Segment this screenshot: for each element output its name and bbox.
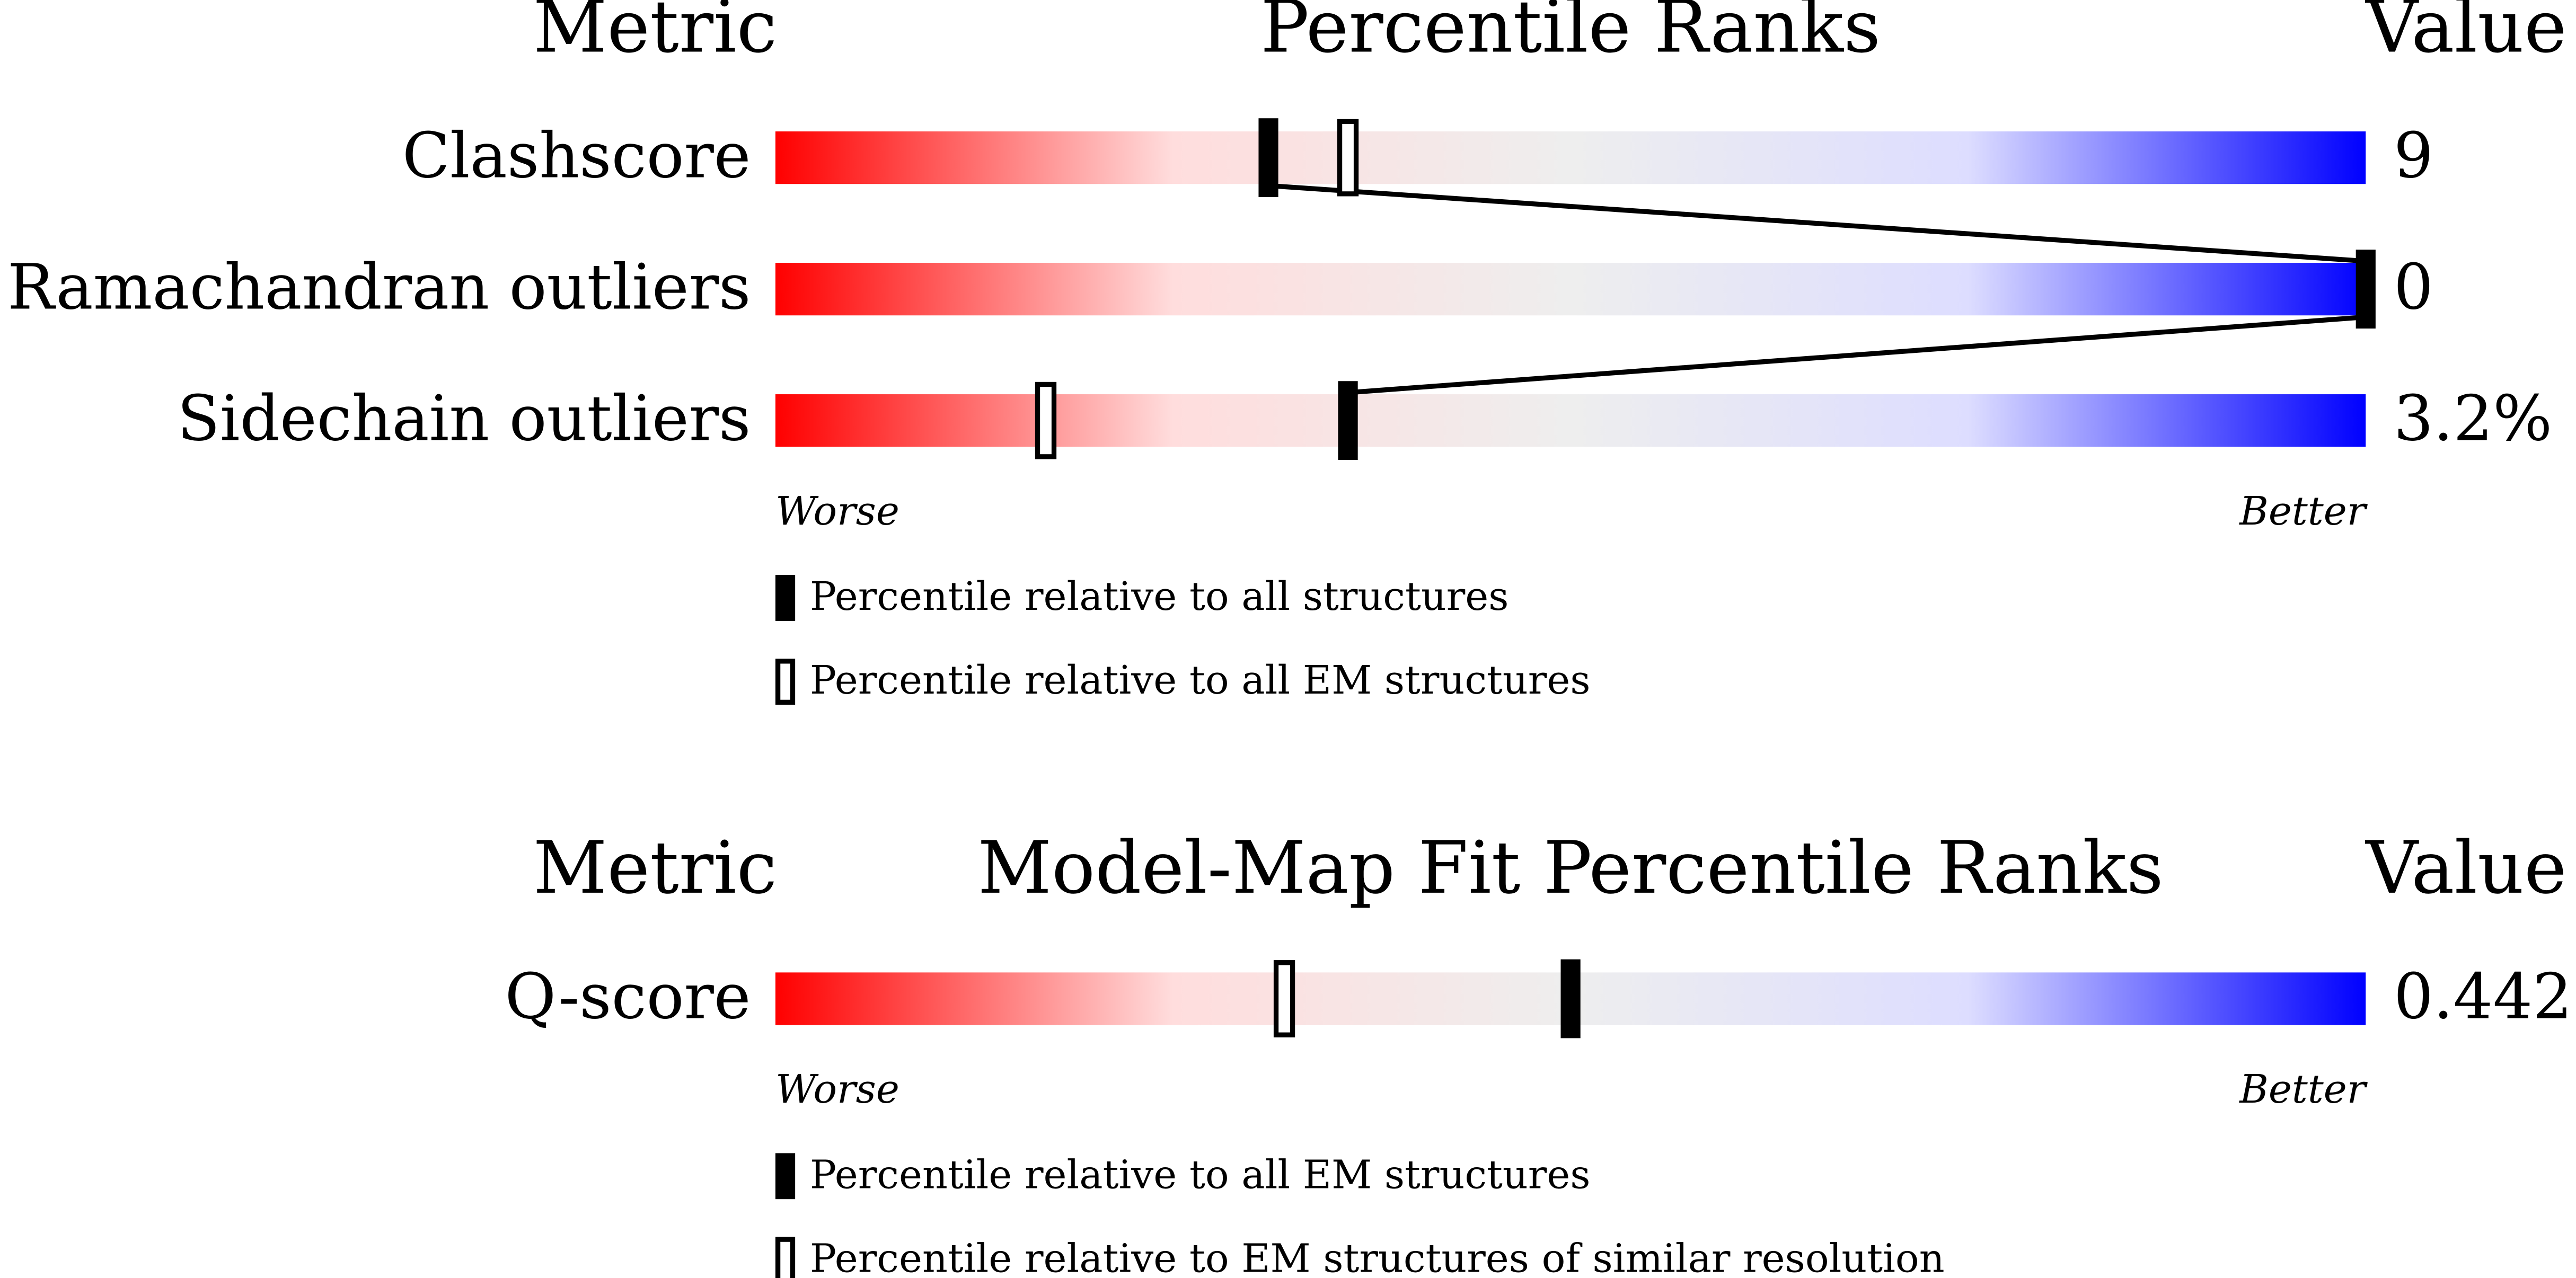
gradient-bar [775,263,2366,316]
legend-symbol [775,575,796,621]
legend-label: Percentile relative to all structures [810,573,1508,619]
metric-header: Metric [533,826,777,910]
legend-symbol [775,1237,796,1278]
slider-chart: Metric Percentile Ranks Value Clashscore 9 Ra… [7,0,2567,705]
connector-line [1347,314,2366,395]
metric-header: Metric [533,0,777,69]
percentile-marker [2356,250,2376,329]
percentile-marker-open [1035,381,1057,459]
metric-value: 3.2% [2394,382,2552,455]
worse-label: Worse [775,1066,899,1112]
metric-label: Sidechain outliers [177,382,751,455]
legend-label: Percentile relative to all EM structures [810,657,1590,703]
better-label: Better [2238,488,2368,534]
value-header: Value [2365,826,2566,910]
metric-value: 0 [2394,251,2433,323]
connector-line [1268,183,2366,264]
metric-value: 9 [2394,119,2433,192]
gradient-bar [775,131,2366,184]
metric-value: 0.442 [2394,961,2572,1033]
percentile-marker-open [1337,119,1359,197]
worse-label: Worse [775,488,899,534]
slider-chart: Metric Model-Map Fit Percentile Ranks Valu… [505,826,2572,1278]
gradient-bar [775,394,2366,447]
legend-label: Percentile relative to EM structures of … [810,1235,1945,1278]
value-header: Value [2365,0,2566,69]
percentile-marker [1338,381,1358,460]
metric-label: Clashscore [402,119,751,192]
percentile-marker [1560,959,1581,1039]
percentile-marker-open [1273,960,1295,1037]
legend-symbol [775,1153,796,1200]
percentile-marker [1258,118,1278,198]
legend-label: Percentile relative to all EM structures [810,1151,1590,1197]
legend-symbol [775,659,796,705]
metric-label: Ramachandran outliers [7,251,751,323]
chart-title: Model-Map Fit Percentile Ranks [977,826,2163,910]
chart-title: Percentile Ranks [1260,0,1881,69]
better-label: Better [2238,1066,2368,1112]
metric-label: Q-score [505,961,751,1033]
